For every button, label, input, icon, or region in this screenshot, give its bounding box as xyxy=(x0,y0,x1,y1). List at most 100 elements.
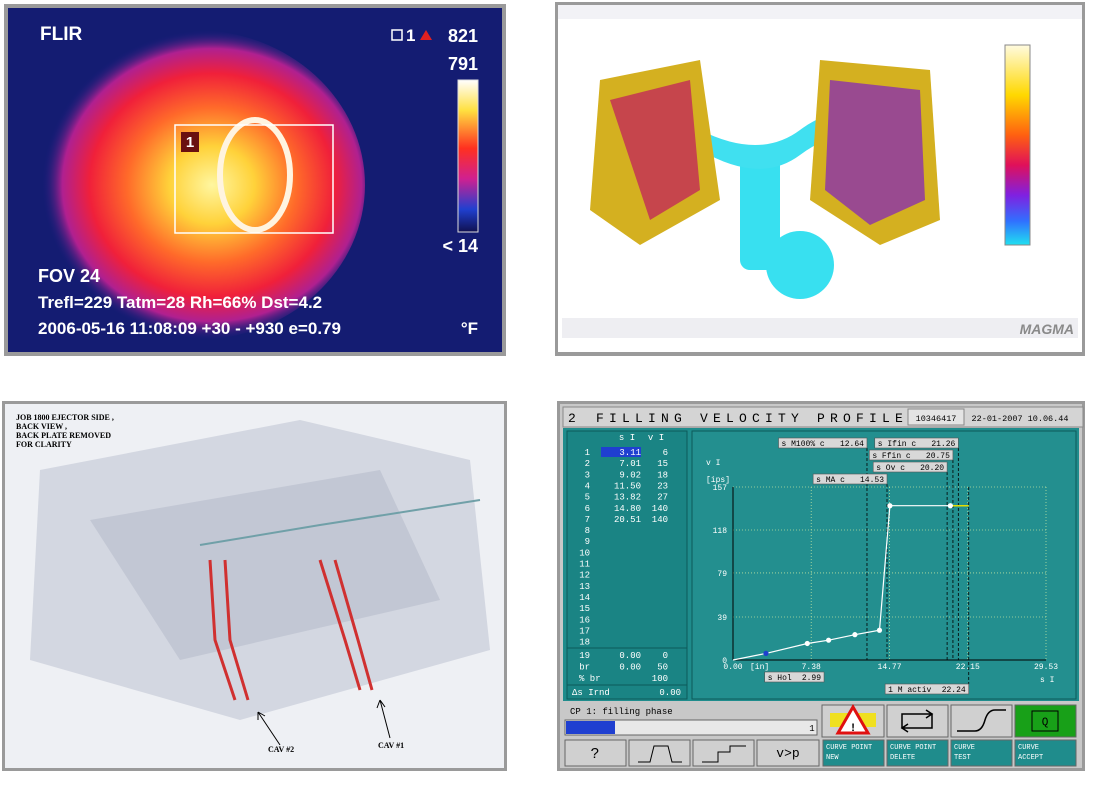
profile-view-button[interactable] xyxy=(628,739,691,767)
y-axis-unit: [ips] xyxy=(706,476,730,485)
y-tick-label: 79 xyxy=(717,570,727,579)
curve-button[interactable] xyxy=(950,704,1013,738)
button[interactable] xyxy=(886,704,949,738)
point-s: 11.50 xyxy=(614,481,641,491)
table-header: v I xyxy=(648,433,664,443)
delta-value: 0.00 xyxy=(659,688,681,698)
point-number: 2 xyxy=(585,459,590,469)
point-table xyxy=(566,430,688,700)
curve-action-button[interactable]: CURVE POINT DELETE xyxy=(886,739,949,767)
biscuit xyxy=(766,231,834,299)
profile-point[interactable] xyxy=(876,627,883,633)
status-bar xyxy=(562,318,1078,338)
annotation-box xyxy=(884,683,970,695)
box-label-bg xyxy=(181,132,199,152)
help-button[interactable]: ? xyxy=(564,739,627,767)
params: Trefl=229 Tatm=28 Rh=66% Dst=4.2 xyxy=(38,293,322,312)
button-label: ACCEPT xyxy=(1018,754,1043,762)
max-icon xyxy=(420,30,432,40)
y-tick-label: 118 xyxy=(713,527,728,536)
chart-area xyxy=(691,430,1077,700)
cycle-icon xyxy=(900,709,934,733)
point-number: 5 xyxy=(585,493,590,503)
point-s: 3.11 xyxy=(619,448,641,458)
button[interactable] xyxy=(822,739,885,767)
switchover-button[interactable]: v>p xyxy=(756,739,820,767)
profile-point[interactable] xyxy=(804,640,810,647)
cavity-label: CAV #1 xyxy=(378,741,404,750)
annotation-value: 2.99 xyxy=(802,674,821,683)
footer-s: 0.00 xyxy=(619,663,641,673)
annotation-label: 1 M activ xyxy=(888,686,931,695)
spot-label: 1 xyxy=(406,26,415,45)
result-scale xyxy=(1004,44,1031,246)
profile-point[interactable] xyxy=(852,632,858,638)
table-header: s I xyxy=(619,433,635,443)
point-number: 13 xyxy=(579,582,590,592)
machine-ui: 2 FILLING VELOCITY PROFILE 10346417 22-0… xyxy=(557,401,1085,771)
point-number: 10 xyxy=(579,548,590,558)
y-axis-label: v I xyxy=(706,459,720,468)
quit-button[interactable]: Q xyxy=(1014,704,1077,738)
point-number: 18 xyxy=(579,638,590,648)
annotation-value: 14.53 xyxy=(860,476,884,485)
profile-point[interactable] xyxy=(887,503,893,509)
span-bottom: < 14 xyxy=(442,236,478,256)
profile-point[interactable] xyxy=(947,503,953,509)
note-line: FOR CLARITY xyxy=(16,440,72,449)
point-number: 16 xyxy=(579,615,590,625)
pipes xyxy=(199,499,481,546)
machine-id: 10346417 xyxy=(916,414,957,424)
hot-ring xyxy=(217,117,293,233)
arrow xyxy=(257,711,281,746)
button-frame xyxy=(1031,710,1059,732)
footer-label: % br xyxy=(579,674,601,684)
button-label: CURVE POINT xyxy=(826,744,872,752)
annotation-label: s M100% c xyxy=(782,440,825,449)
point-number: 3 xyxy=(585,470,590,480)
button[interactable] xyxy=(756,739,820,767)
max-temp: 821 xyxy=(448,26,478,46)
point-number: 17 xyxy=(579,626,590,636)
curve-action-button[interactable]: CURVE ACCEPT xyxy=(1014,739,1077,767)
id-box xyxy=(907,408,965,426)
y-tick-label: 157 xyxy=(713,484,728,493)
button[interactable] xyxy=(886,739,949,767)
annotation-value: 20.20 xyxy=(920,464,944,473)
curve-action-button[interactable]: CURVE TEST xyxy=(950,739,1013,767)
button[interactable] xyxy=(950,739,1013,767)
pressure-icon xyxy=(702,745,746,763)
brand: FLIR xyxy=(40,24,82,45)
point-number: 6 xyxy=(585,504,590,514)
point-number: 14 xyxy=(579,593,590,603)
x-axis-label: s I xyxy=(1040,676,1054,685)
cycle-button[interactable] xyxy=(886,704,949,738)
button[interactable] xyxy=(1014,704,1077,738)
cad-panel: JOB 1800 EJECTOR SIDE , BACK VIEW , BACK… xyxy=(2,401,507,771)
profile-icon xyxy=(638,745,682,763)
button-label: TEST xyxy=(954,754,971,762)
pressure-view-button[interactable] xyxy=(692,739,755,767)
annotation-value: 12.64 xyxy=(840,440,864,449)
point-v: 27 xyxy=(657,493,668,503)
button[interactable] xyxy=(1014,739,1077,767)
warning-button[interactable]: ! xyxy=(821,703,885,738)
point-v: 18 xyxy=(657,470,668,480)
annotation-label: s Ffin c xyxy=(872,452,911,461)
timestamp: 2006-05-16 11:08:09 +30 - +930 e=0.79 xyxy=(38,319,341,338)
unit: °F xyxy=(461,319,478,338)
mold-insert xyxy=(90,470,440,660)
footer-v: 0 xyxy=(663,651,668,661)
button[interactable] xyxy=(564,739,627,767)
profile-point[interactable] xyxy=(763,650,769,656)
simulation-panel: MAGMA xyxy=(555,2,1085,356)
curve-action-button[interactable]: CURVE POINT NEW xyxy=(822,739,885,767)
runner xyxy=(740,150,780,270)
profile-point[interactable] xyxy=(826,637,832,643)
status: CP 1: filling phase xyxy=(570,707,673,717)
x-axis-unit: [in] xyxy=(750,663,769,672)
span-top: 791 xyxy=(448,54,478,74)
point-number: 7 xyxy=(585,515,590,525)
annotation-box xyxy=(778,437,868,449)
warning-mark: ! xyxy=(850,723,857,735)
